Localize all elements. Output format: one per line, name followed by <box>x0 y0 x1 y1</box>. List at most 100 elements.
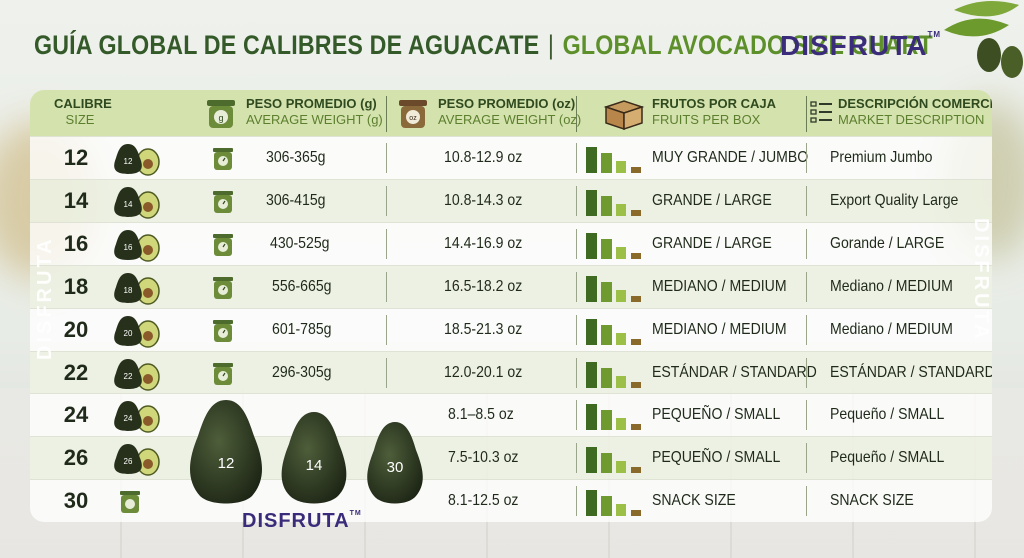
weight-oz-value: 8.1-12.5 oz <box>448 492 519 510</box>
list-icon <box>810 101 832 123</box>
bar <box>616 504 626 517</box>
column-divider <box>576 314 577 345</box>
bar <box>616 161 626 173</box>
header-weight-oz-es: PESO PROMEDIO (oz) <box>438 96 576 111</box>
bar <box>616 246 626 259</box>
brand-logo: DISFRUTATM <box>780 30 941 62</box>
avocado-icon: 30 <box>367 422 423 504</box>
small-avocado-label: 20 <box>124 329 133 338</box>
avocado-icon: 22 <box>114 358 160 391</box>
weight-oz-value: 10.8-12.9 oz <box>444 149 523 166</box>
bar <box>586 318 597 345</box>
column-divider <box>386 143 387 173</box>
column-divider <box>806 486 807 517</box>
column-divider <box>386 314 387 345</box>
header-market: DESCRIPCIÓN COMERCIAL MARKET DESCRIPTION <box>838 96 992 128</box>
bar <box>586 147 597 173</box>
column-divider <box>386 271 387 302</box>
market-value: Premium Jumbo <box>830 149 933 166</box>
scale-icon <box>213 190 233 213</box>
table-row: 26 26 7.5-10.3 oz PEQUEÑO / SMALL Pequeño / … <box>30 436 992 480</box>
vertical-brand-left: DISFRUTA <box>34 236 56 360</box>
bar <box>616 289 626 302</box>
fruits-value: SNACK SIZE <box>652 492 736 510</box>
size-value: 16 <box>63 230 89 256</box>
column-divider <box>576 271 577 302</box>
column-divider <box>576 143 577 173</box>
bar <box>601 496 612 517</box>
bar <box>586 490 597 517</box>
header-divider <box>386 96 387 132</box>
avocado-icon: 18 <box>114 272 160 305</box>
header-market-es: DESCRIPCIÓN COMERCIAL <box>838 96 992 111</box>
column-divider <box>806 443 807 474</box>
column-divider <box>806 271 807 302</box>
avocado-icon: 16 <box>114 229 160 262</box>
bar <box>616 418 626 431</box>
column-divider <box>806 185 807 216</box>
bar <box>631 424 641 431</box>
fruits-value: ESTÁNDAR / STANDARD <box>652 363 817 381</box>
bar <box>616 203 626 216</box>
bar <box>601 281 612 302</box>
weight-g-value: 430-525g <box>270 234 330 252</box>
market-value: Mediano / MEDIUM <box>830 277 953 295</box>
fruits-bars-icon <box>586 143 646 173</box>
bar <box>631 209 641 216</box>
market-value: Pequeño / SMALL <box>830 406 945 424</box>
fruits-bars-icon <box>586 400 646 431</box>
header-size-en: SIZE <box>65 112 95 127</box>
small-avocado-label: 24 <box>124 414 133 423</box>
big-avocado-label: 12 <box>218 455 235 472</box>
column-divider <box>576 400 577 431</box>
bar <box>631 295 641 302</box>
header-weight-oz-en: AVERAGE WEIGHT (oz) <box>438 112 582 127</box>
weight-g-value: 306-365g <box>266 149 326 166</box>
column-divider <box>386 185 387 216</box>
bar <box>586 232 597 259</box>
header-divider <box>806 96 807 132</box>
weight-g-value: 306-415g <box>266 191 326 209</box>
big-avocado-label: 30 <box>387 459 404 476</box>
size-value: 30 <box>63 488 89 514</box>
weight-oz-value: 14.4-16.9 oz <box>444 234 523 252</box>
size-value: 20 <box>63 316 89 342</box>
scale-icon-label: g <box>218 113 223 123</box>
size-value: 24 <box>63 402 89 428</box>
column-divider <box>576 486 577 517</box>
weight-oz-value: 8.1–8.5 oz <box>448 406 514 424</box>
size-value: 26 <box>63 445 89 471</box>
market-value: SNACK SIZE <box>830 492 914 510</box>
bar <box>601 453 612 474</box>
scale-icon: oz <box>399 100 427 128</box>
fruits-value: PEQUEÑO / SMALL <box>652 449 781 467</box>
weight-oz-value: 16.5-18.2 oz <box>444 277 523 295</box>
fruits-bars-icon <box>586 229 646 259</box>
title-en: GLOBAL AVOCADO SIZE CHART <box>562 30 933 60</box>
bar <box>586 275 597 302</box>
fruits-value: MEDIANO / MEDIUM <box>652 320 787 338</box>
bar <box>601 153 612 173</box>
avocado-icon: 14 <box>281 412 347 504</box>
table-row: 30 8.1-12.5 oz SNACK SIZE SNACK SIZE <box>30 479 992 522</box>
column-divider <box>386 357 387 388</box>
bar <box>631 167 641 173</box>
small-avocado-label: 16 <box>124 243 133 252</box>
bar <box>601 410 612 431</box>
table-row: 24 24 8.1–8.5 oz PEQUEÑO / SMALL Pequeño / S… <box>30 393 992 436</box>
header-weight-oz: PESO PROMEDIO (oz) AVERAGE WEIGHT (oz) <box>438 96 581 128</box>
small-avocado-label: 26 <box>124 457 133 466</box>
column-divider <box>806 143 807 173</box>
bar <box>631 467 641 474</box>
table-row: 22 22 296-305g 12.0-20.1 oz ESTÁNDAR / STAND… <box>30 350 992 394</box>
size-value: 12 <box>63 145 89 170</box>
scale-oz-icon-label: oz <box>409 115 417 122</box>
scale-icon: g <box>207 100 235 128</box>
table-row: 12 12 306-365g 10.8-12.9 oz MUY GRANDE / JUM… <box>30 136 992 179</box>
table-header: CALIBRE SIZE g PESO PROMEDIO (g) AVERAGE… <box>30 90 992 136</box>
title-es: GUÍA GLOBAL DE CALIBRES DE AGUACATE <box>34 30 540 60</box>
bar <box>631 510 641 517</box>
scale-icon <box>213 148 233 170</box>
bar <box>616 461 626 474</box>
